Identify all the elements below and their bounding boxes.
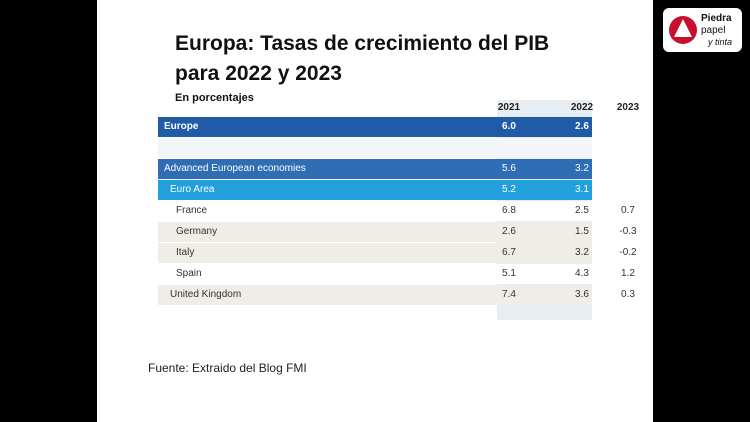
table-row xyxy=(158,138,592,158)
cell-value: 3.6 xyxy=(575,289,589,300)
table-row: Germany 2.6 1.5 -0.3 xyxy=(158,222,637,242)
logo-text: papel xyxy=(701,25,726,36)
row-label: Europe xyxy=(164,121,199,132)
cell-value: 4.3 xyxy=(575,268,589,279)
cell-value: 2.6 xyxy=(575,121,589,132)
logo: Piedra papel y tinta xyxy=(663,8,742,52)
table-row: Italy 6.7 3.2 -0.2 xyxy=(158,243,637,263)
cell-value: 5.2 xyxy=(502,184,516,195)
row-label: Advanced European economies xyxy=(164,163,306,174)
cell-value: 6.7 xyxy=(502,247,516,258)
cell-value: 0.6 xyxy=(621,121,635,132)
cell-value: 0.7 xyxy=(621,205,635,216)
subtitle: En porcentajes xyxy=(175,92,254,104)
table-row: Europe 6.0 2.6 0.6 xyxy=(158,117,635,137)
row-label: Italy xyxy=(176,247,195,258)
row-label: Spain xyxy=(176,268,202,279)
row-label: France xyxy=(176,205,208,216)
column-header: 2022 xyxy=(570,102,594,113)
cell-value: 6.8 xyxy=(502,205,516,216)
row-label: Euro Area xyxy=(170,184,215,195)
table-row: Advanced European economies 5.6 3.2 0.6 xyxy=(158,159,635,179)
table-row: France 6.8 2.5 0.7 xyxy=(158,201,635,221)
logo-icon xyxy=(669,16,697,44)
cell-value: 5.1 xyxy=(502,268,516,279)
title: para 2022 y 2023 xyxy=(175,62,342,85)
cell-value: 3.1 xyxy=(575,184,589,195)
cell-value: 1.2 xyxy=(621,268,635,279)
title: Europa: Tasas de crecimiento del PIB xyxy=(175,32,550,55)
cell-value: 0.6 xyxy=(621,163,635,174)
slide: Europa: Tasas de crecimiento del PIB par… xyxy=(97,0,653,422)
cell-value: 2.6 xyxy=(502,226,516,237)
cell-value: 1.5 xyxy=(575,226,589,237)
table-row: Spain 5.1 4.3 1.2 xyxy=(158,264,635,284)
cell-value: 7.4 xyxy=(502,289,516,300)
cell-value: -0.3 xyxy=(619,226,637,237)
cell-value: 0.3 xyxy=(621,289,635,300)
cell-value: 5.6 xyxy=(502,163,516,174)
source: Fuente: Extraido del Blog FMI xyxy=(148,361,307,375)
cell-value: 6.0 xyxy=(502,121,516,132)
table-row: Euro Area 5.2 3.1 0.5 xyxy=(158,180,635,200)
column-header: 2023 xyxy=(616,102,640,113)
row-label: United Kingdom xyxy=(170,289,242,300)
column-header: 2021 xyxy=(497,102,521,113)
row-label: Germany xyxy=(176,226,218,237)
logo-text: y tinta xyxy=(708,37,733,47)
cell-value: 0.5 xyxy=(621,184,635,195)
cell-value: 3.2 xyxy=(575,247,589,258)
cell-value: 2.5 xyxy=(575,205,589,216)
cell-value: -0.2 xyxy=(619,247,637,258)
logo-text: Piedra xyxy=(701,13,732,24)
cell-value: 3.2 xyxy=(575,163,589,174)
table-row: United Kingdom 7.4 3.6 0.3 xyxy=(158,285,635,305)
